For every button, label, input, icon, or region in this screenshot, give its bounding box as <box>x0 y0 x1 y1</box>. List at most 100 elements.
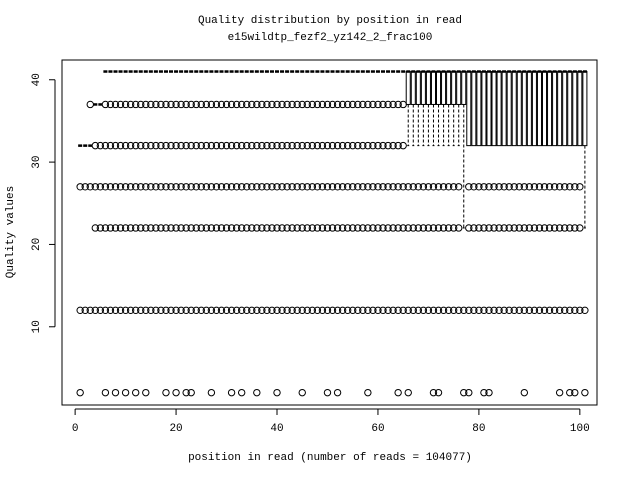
outlier <box>177 306 185 315</box>
outlier <box>167 224 175 232</box>
outlier <box>475 224 483 232</box>
outlier <box>197 183 206 191</box>
outlier <box>227 141 236 150</box>
outlier <box>333 388 342 397</box>
outlier <box>571 388 579 397</box>
outlier <box>389 306 397 315</box>
outlier <box>96 141 105 150</box>
outlier <box>137 224 145 232</box>
outlier <box>555 224 564 232</box>
x-tick-label: 80 <box>472 423 485 435</box>
box <box>567 71 573 147</box>
outlier <box>91 306 100 315</box>
outlier <box>147 100 155 109</box>
outlier <box>323 388 332 397</box>
outlier <box>364 388 372 397</box>
y-tick-label: 10 <box>31 320 43 333</box>
outlier <box>217 100 226 109</box>
outlier <box>212 100 221 109</box>
outlier <box>424 224 433 232</box>
x-tick-label: 100 <box>570 423 590 435</box>
outlier <box>495 306 503 315</box>
outlier <box>177 141 185 150</box>
outlier <box>409 224 417 232</box>
outlier <box>333 306 342 315</box>
outlier <box>121 388 130 397</box>
outlier <box>429 306 438 315</box>
outlier <box>414 183 423 191</box>
outlier <box>298 141 306 150</box>
outlier <box>263 224 271 232</box>
outlier <box>86 183 94 191</box>
outlier <box>414 224 423 232</box>
outlier <box>510 183 518 191</box>
outlier <box>81 306 89 315</box>
outlier <box>369 306 377 315</box>
outlier <box>349 183 357 191</box>
outlier <box>298 388 306 397</box>
outlier <box>555 306 564 315</box>
outlier <box>404 388 412 397</box>
outlier <box>379 224 387 232</box>
box <box>531 71 537 147</box>
outlier <box>338 141 347 150</box>
outlier <box>480 388 488 397</box>
outlier <box>172 100 180 109</box>
outlier <box>374 224 382 232</box>
outlier <box>222 306 231 315</box>
outlier <box>515 183 523 191</box>
outlier <box>505 224 513 232</box>
outlier <box>525 224 534 232</box>
outlier <box>449 224 458 232</box>
outlier <box>545 224 554 232</box>
outlier <box>581 306 589 315</box>
outlier <box>419 224 428 232</box>
outlier <box>258 306 266 315</box>
outlier <box>500 183 508 191</box>
outlier <box>232 224 241 232</box>
outlier <box>131 224 140 232</box>
outlier <box>303 100 311 109</box>
outlier <box>293 306 301 315</box>
box <box>410 71 416 105</box>
outlier <box>510 224 518 232</box>
outlier <box>323 100 332 109</box>
outlier <box>116 100 125 109</box>
outlier <box>137 306 145 315</box>
outlier <box>278 100 286 109</box>
outlier <box>540 224 549 232</box>
outlier <box>137 183 145 191</box>
outlier <box>404 183 412 191</box>
outlier <box>338 183 347 191</box>
outlier <box>555 388 564 397</box>
outlier <box>298 100 306 109</box>
outlier <box>253 141 261 150</box>
outlier <box>500 306 508 315</box>
outlier <box>328 100 337 109</box>
outlier <box>490 306 498 315</box>
outlier <box>131 100 140 109</box>
outlier <box>147 224 155 232</box>
outlier <box>318 100 327 109</box>
outlier <box>182 306 190 315</box>
outlier <box>566 224 574 232</box>
outlier <box>111 100 120 109</box>
outlier <box>359 306 367 315</box>
outlier <box>399 183 407 191</box>
outlier <box>323 183 332 191</box>
outlier <box>530 306 539 315</box>
box <box>456 71 462 105</box>
outlier <box>76 306 84 315</box>
outlier <box>106 100 115 109</box>
outlier <box>222 141 231 150</box>
outlier <box>237 306 246 315</box>
outlier <box>359 141 367 150</box>
outlier <box>131 141 140 150</box>
outlier <box>192 100 200 109</box>
outlier <box>253 100 261 109</box>
outlier <box>182 141 190 150</box>
outlier <box>152 306 160 315</box>
y-tick-label: 20 <box>31 238 43 251</box>
outlier <box>227 224 236 232</box>
